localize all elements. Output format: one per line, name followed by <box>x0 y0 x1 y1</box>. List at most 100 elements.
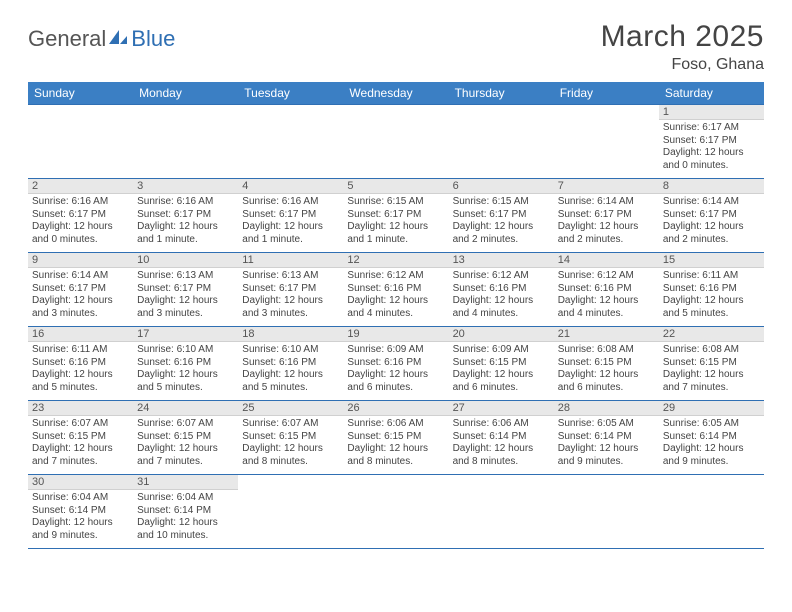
day-number: 13 <box>449 253 554 268</box>
day-details: Sunrise: 6:12 AMSunset: 6:16 PMDaylight:… <box>554 268 659 323</box>
calendar-cell: 23Sunrise: 6:07 AMSunset: 6:15 PMDayligh… <box>28 401 133 475</box>
calendar-cell: 12Sunrise: 6:12 AMSunset: 6:16 PMDayligh… <box>343 253 448 327</box>
calendar-cell: 5Sunrise: 6:15 AMSunset: 6:17 PMDaylight… <box>343 179 448 253</box>
brand-logo: GeneralBlue <box>28 26 175 52</box>
day-number: 28 <box>554 401 659 416</box>
day-number: 14 <box>554 253 659 268</box>
daylight-line: Daylight: 12 hours and 0 minutes. <box>32 221 129 246</box>
sunset-line: Sunset: 6:16 PM <box>242 357 339 370</box>
day-number: 26 <box>343 401 448 416</box>
sunrise-line: Sunrise: 6:07 AM <box>32 418 129 431</box>
daylight-line: Daylight: 12 hours and 5 minutes. <box>242 369 339 394</box>
calendar-cell <box>343 475 448 549</box>
weekday-header: Tuesday <box>238 82 343 105</box>
sunrise-line: Sunrise: 6:14 AM <box>558 196 655 209</box>
sunrise-line: Sunrise: 6:12 AM <box>347 270 444 283</box>
sunset-line: Sunset: 6:14 PM <box>558 431 655 444</box>
calendar-cell: 11Sunrise: 6:13 AMSunset: 6:17 PMDayligh… <box>238 253 343 327</box>
sunset-line: Sunset: 6:14 PM <box>453 431 550 444</box>
sunrise-line: Sunrise: 6:04 AM <box>32 492 129 505</box>
calendar-cell <box>133 105 238 179</box>
day-details: Sunrise: 6:09 AMSunset: 6:15 PMDaylight:… <box>449 342 554 397</box>
calendar-cell: 31Sunrise: 6:04 AMSunset: 6:14 PMDayligh… <box>133 475 238 549</box>
day-details: Sunrise: 6:15 AMSunset: 6:17 PMDaylight:… <box>343 194 448 249</box>
day-details: Sunrise: 6:08 AMSunset: 6:15 PMDaylight:… <box>659 342 764 397</box>
daylight-line: Daylight: 12 hours and 10 minutes. <box>137 517 234 542</box>
day-number: 9 <box>28 253 133 268</box>
calendar-cell: 30Sunrise: 6:04 AMSunset: 6:14 PMDayligh… <box>28 475 133 549</box>
sunrise-line: Sunrise: 6:10 AM <box>242 344 339 357</box>
day-number: 10 <box>133 253 238 268</box>
calendar-cell: 6Sunrise: 6:15 AMSunset: 6:17 PMDaylight… <box>449 179 554 253</box>
sunrise-line: Sunrise: 6:15 AM <box>453 196 550 209</box>
day-number: 27 <box>449 401 554 416</box>
sunset-line: Sunset: 6:17 PM <box>663 209 760 222</box>
title-block: March 2025 Foso, Ghana <box>601 20 764 74</box>
sunset-line: Sunset: 6:17 PM <box>32 209 129 222</box>
daylight-line: Daylight: 12 hours and 4 minutes. <box>453 295 550 320</box>
calendar-body: 1Sunrise: 6:17 AMSunset: 6:17 PMDaylight… <box>28 105 764 549</box>
calendar-cell <box>554 105 659 179</box>
daylight-line: Daylight: 12 hours and 1 minute. <box>347 221 444 246</box>
month-title: March 2025 <box>601 20 764 54</box>
day-number: 2 <box>28 179 133 194</box>
day-details: Sunrise: 6:11 AMSunset: 6:16 PMDaylight:… <box>28 342 133 397</box>
calendar-cell <box>28 105 133 179</box>
sunset-line: Sunset: 6:16 PM <box>137 357 234 370</box>
sunrise-line: Sunrise: 6:16 AM <box>32 196 129 209</box>
daylight-line: Daylight: 12 hours and 2 minutes. <box>558 221 655 246</box>
calendar-cell: 15Sunrise: 6:11 AMSunset: 6:16 PMDayligh… <box>659 253 764 327</box>
day-details: Sunrise: 6:06 AMSunset: 6:15 PMDaylight:… <box>343 416 448 471</box>
daylight-line: Daylight: 12 hours and 7 minutes. <box>137 443 234 468</box>
daylight-line: Daylight: 12 hours and 8 minutes. <box>242 443 339 468</box>
daylight-line: Daylight: 12 hours and 5 minutes. <box>137 369 234 394</box>
day-details: Sunrise: 6:14 AMSunset: 6:17 PMDaylight:… <box>28 268 133 323</box>
day-details: Sunrise: 6:16 AMSunset: 6:17 PMDaylight:… <box>133 194 238 249</box>
day-number: 18 <box>238 327 343 342</box>
day-number: 1 <box>659 105 764 120</box>
sunrise-line: Sunrise: 6:13 AM <box>137 270 234 283</box>
sunrise-line: Sunrise: 6:12 AM <box>558 270 655 283</box>
calendar-cell: 26Sunrise: 6:06 AMSunset: 6:15 PMDayligh… <box>343 401 448 475</box>
daylight-line: Daylight: 12 hours and 2 minutes. <box>453 221 550 246</box>
day-details: Sunrise: 6:16 AMSunset: 6:17 PMDaylight:… <box>238 194 343 249</box>
sunset-line: Sunset: 6:17 PM <box>663 135 760 148</box>
sunrise-line: Sunrise: 6:10 AM <box>137 344 234 357</box>
sunrise-line: Sunrise: 6:17 AM <box>663 122 760 135</box>
day-details: Sunrise: 6:04 AMSunset: 6:14 PMDaylight:… <box>28 490 133 545</box>
daylight-line: Daylight: 12 hours and 7 minutes. <box>663 369 760 394</box>
daylight-line: Daylight: 12 hours and 6 minutes. <box>453 369 550 394</box>
calendar-cell: 14Sunrise: 6:12 AMSunset: 6:16 PMDayligh… <box>554 253 659 327</box>
day-number: 15 <box>659 253 764 268</box>
calendar-cell: 16Sunrise: 6:11 AMSunset: 6:16 PMDayligh… <box>28 327 133 401</box>
sunset-line: Sunset: 6:16 PM <box>347 357 444 370</box>
day-details: Sunrise: 6:12 AMSunset: 6:16 PMDaylight:… <box>449 268 554 323</box>
sunset-line: Sunset: 6:14 PM <box>137 505 234 518</box>
location: Foso, Ghana <box>601 56 764 74</box>
calendar-cell: 22Sunrise: 6:08 AMSunset: 6:15 PMDayligh… <box>659 327 764 401</box>
calendar-table: SundayMondayTuesdayWednesdayThursdayFrid… <box>28 82 764 549</box>
day-number: 11 <box>238 253 343 268</box>
day-details: Sunrise: 6:07 AMSunset: 6:15 PMDaylight:… <box>28 416 133 471</box>
sunrise-line: Sunrise: 6:09 AM <box>453 344 550 357</box>
daylight-line: Daylight: 12 hours and 9 minutes. <box>663 443 760 468</box>
day-number: 5 <box>343 179 448 194</box>
sunset-line: Sunset: 6:14 PM <box>32 505 129 518</box>
calendar-cell: 21Sunrise: 6:08 AMSunset: 6:15 PMDayligh… <box>554 327 659 401</box>
daylight-line: Daylight: 12 hours and 2 minutes. <box>663 221 760 246</box>
sunrise-line: Sunrise: 6:08 AM <box>558 344 655 357</box>
day-number: 29 <box>659 401 764 416</box>
daylight-line: Daylight: 12 hours and 6 minutes. <box>347 369 444 394</box>
calendar-cell <box>449 475 554 549</box>
sunset-line: Sunset: 6:17 PM <box>453 209 550 222</box>
day-number: 21 <box>554 327 659 342</box>
day-details: Sunrise: 6:15 AMSunset: 6:17 PMDaylight:… <box>449 194 554 249</box>
day-number: 23 <box>28 401 133 416</box>
calendar-cell <box>449 105 554 179</box>
day-details: Sunrise: 6:08 AMSunset: 6:15 PMDaylight:… <box>554 342 659 397</box>
daylight-line: Daylight: 12 hours and 3 minutes. <box>32 295 129 320</box>
daylight-line: Daylight: 12 hours and 4 minutes. <box>558 295 655 320</box>
calendar-cell: 4Sunrise: 6:16 AMSunset: 6:17 PMDaylight… <box>238 179 343 253</box>
sunset-line: Sunset: 6:17 PM <box>137 209 234 222</box>
calendar-cell: 18 Sunrise: 6:10 AMSunset: 6:16 PMDayligh… <box>238 327 343 401</box>
